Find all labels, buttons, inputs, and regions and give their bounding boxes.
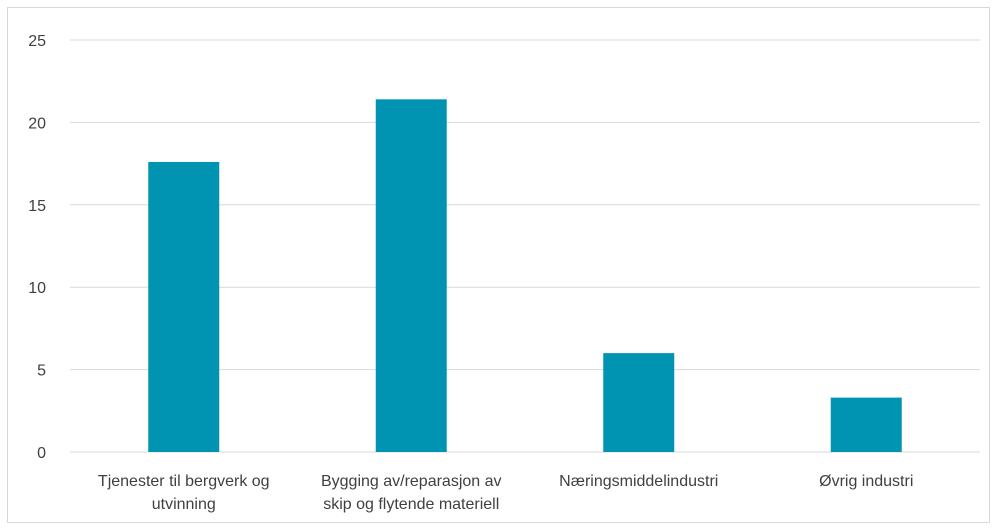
x-category-label: Bygging av/reparasjon av skip og flytende… (321, 473, 502, 513)
y-tick-label: 20 (28, 115, 46, 132)
y-tick-label: 0 (37, 445, 46, 462)
x-category-label: Næringsmiddelindustri (559, 473, 718, 490)
bar-1 (148, 161, 220, 452)
x-category-label: Øvrig industri (819, 473, 913, 490)
bars (148, 99, 902, 452)
y-tick-label: 5 (37, 363, 46, 380)
y-tick-label: 15 (28, 198, 46, 215)
y-tick-label: 25 (28, 33, 46, 50)
x-axis-category-labels: Tjenester til bergverk og utvinning Byggin… (98, 473, 913, 513)
bar-3 (603, 353, 675, 452)
y-tick-label: 10 (28, 280, 46, 297)
gridlines (70, 39, 980, 453)
bar-4 (830, 397, 902, 452)
y-axis-tick-labels: 0 5 10 15 20 25 (28, 33, 46, 462)
x-category-label: Tjenester til bergverk og utvinning (98, 473, 270, 513)
bar-2 (375, 99, 447, 452)
